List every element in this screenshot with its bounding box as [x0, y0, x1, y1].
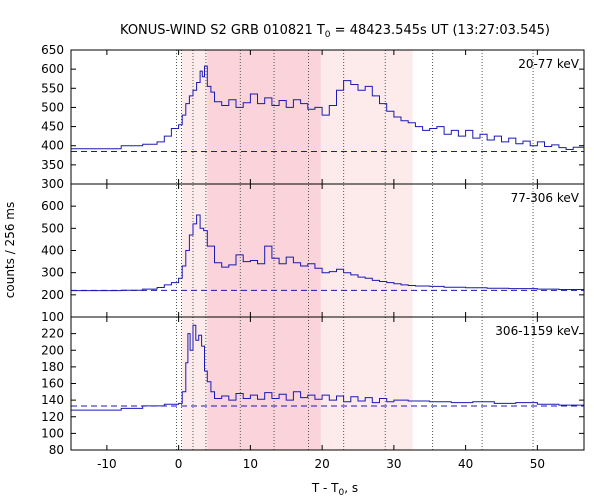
panel-energy-label: 306-1159 keV — [495, 324, 579, 338]
x-tick-label: -10 — [97, 457, 117, 471]
x-tick-label: 50 — [530, 457, 545, 471]
panel-2: 100 200 300 400 500 600 77-306 keV — [41, 184, 585, 324]
x-axis-ticks: -10 0 10 20 30 40 50 — [97, 457, 545, 471]
y-tick-label: 120 — [41, 410, 64, 424]
chart-title: KONUS-WIND S2 GRB 010821 T0 = 48423.545s… — [120, 23, 550, 40]
y-tick-label: 200 — [41, 288, 64, 302]
y-tick-label: 450 — [41, 120, 64, 134]
x-tick-label: 20 — [314, 457, 329, 471]
panel-frame — [70, 316, 585, 451]
y-axis-label: counts / 256 ms — [3, 202, 17, 298]
y-tick-label: 300 — [41, 266, 64, 280]
shaded-regions — [182, 50, 413, 450]
y-tick-label: 160 — [41, 377, 64, 391]
y-tick-label: 180 — [41, 360, 64, 374]
series-line — [71, 65, 585, 150]
y-tick-label: 550 — [41, 81, 64, 95]
panel-3: 80 100 120 140 160 180 200 220 306-1159 keV — [41, 317, 585, 457]
panel-energy-label: 77-306 keV — [511, 191, 580, 205]
vertical-marker-lines — [175, 50, 534, 450]
x-tick-label: 10 — [243, 457, 258, 471]
panel-1: 300 350 400 450 500 550 600 650 20-77 keV — [41, 43, 585, 191]
y-tick-label: 140 — [41, 393, 64, 407]
y-tick-label: 80 — [49, 443, 64, 457]
y-tick-label: 600 — [41, 199, 64, 213]
series-line — [71, 324, 585, 411]
series-line — [71, 214, 585, 292]
y-tick-label: 500 — [41, 100, 64, 114]
y-tick-label: 400 — [41, 244, 64, 258]
y-tick-label: 220 — [41, 327, 64, 341]
y-tick-label: 350 — [41, 158, 64, 172]
y-tick-label: 500 — [41, 221, 64, 235]
y-tick-label: 100 — [41, 426, 64, 440]
y-tick-label: 600 — [41, 62, 64, 76]
shaded-region-dark — [207, 50, 321, 450]
x-tick-label: 0 — [175, 457, 183, 471]
y-tick-label: 200 — [41, 343, 64, 357]
y-tick-label: 650 — [41, 43, 64, 57]
panels: 300 350 400 450 500 550 600 650 20-77 keV 100 200 3… — [41, 43, 585, 457]
panel-energy-label: 20-77 keV — [518, 57, 580, 71]
x-axis-label: T - T0, s — [311, 481, 358, 498]
y-tick-label: 300 — [41, 177, 64, 191]
x-tick-label: 40 — [458, 457, 473, 471]
y-tick-label: 100 — [41, 310, 64, 324]
panel-frames — [70, 49, 585, 451]
y-tick-label: 400 — [41, 139, 64, 153]
x-tick-label: 30 — [386, 457, 401, 471]
